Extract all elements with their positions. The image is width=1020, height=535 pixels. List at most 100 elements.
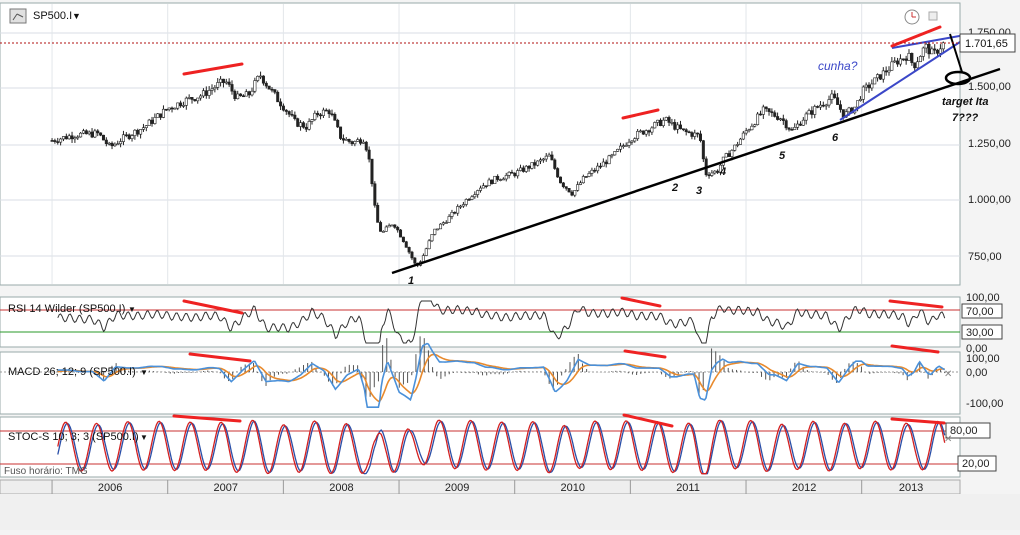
price-bar xyxy=(253,80,257,92)
x-axis: 2006 2007 2008 2009 2010 2011 2012 2013 xyxy=(0,479,961,495)
price-bar xyxy=(439,223,443,230)
price-bar xyxy=(513,172,517,177)
divergence-mark xyxy=(890,344,940,354)
indicator-lines xyxy=(57,300,946,475)
symbol-title[interactable]: SP500.I xyxy=(33,10,72,22)
annotation-label: 7??? xyxy=(952,112,979,124)
price-bar xyxy=(281,105,285,111)
price-bar xyxy=(396,227,400,231)
price-bar xyxy=(821,104,825,107)
price-bar xyxy=(424,248,428,256)
price-bar xyxy=(96,130,100,134)
target-ellipse xyxy=(944,70,972,86)
price-bar xyxy=(139,129,143,135)
price-bar xyxy=(861,86,865,100)
rsi-dropdown-icon[interactable]: ▼ xyxy=(128,305,136,314)
stoch-dropdown-icon[interactable]: ▼ xyxy=(140,433,148,442)
price-bar xyxy=(284,109,288,112)
price-bar xyxy=(167,107,171,110)
maximize-icon[interactable] xyxy=(928,11,938,21)
price-bar xyxy=(873,77,877,85)
price-bar xyxy=(133,129,137,136)
price-bar xyxy=(624,145,628,147)
price-bar xyxy=(159,113,163,118)
price-bar xyxy=(179,102,183,107)
divergence-mark xyxy=(623,349,667,359)
gridlines xyxy=(0,4,960,284)
price-bar xyxy=(73,137,77,140)
instrument-icon[interactable] xyxy=(9,8,27,24)
macd-title[interactable]: MACD 26; 12; 9 (SP500.I) xyxy=(8,366,136,378)
price-bar xyxy=(901,58,905,61)
price-bar xyxy=(53,140,57,142)
price-bar xyxy=(341,138,345,141)
annotation-label: 6 xyxy=(832,132,839,144)
y-tick-label: 0,00 xyxy=(966,367,987,379)
price-bar xyxy=(359,139,363,144)
price-bar xyxy=(104,139,108,145)
price-bar xyxy=(127,134,131,139)
panel-close-icons[interactable]: ✕ ✕ xyxy=(944,369,952,445)
price-bar xyxy=(936,49,940,54)
price-bar xyxy=(516,170,520,177)
price-bar xyxy=(610,154,614,157)
price-bar xyxy=(896,60,900,65)
price-bar xyxy=(270,88,274,91)
price-bar xyxy=(778,118,782,121)
macd-signal-line xyxy=(57,353,945,403)
rsi-title[interactable]: RSI 14 Wilder (SP500.I) xyxy=(8,303,125,315)
price-bar xyxy=(641,130,645,135)
clock-icon[interactable] xyxy=(904,9,920,25)
price-bar xyxy=(530,162,534,169)
price-bar xyxy=(344,139,348,141)
price-bar xyxy=(856,100,860,108)
price-bar xyxy=(204,90,208,96)
price-bar xyxy=(724,153,728,158)
price-bar xyxy=(841,109,845,118)
price-bar xyxy=(738,138,742,145)
price-bar xyxy=(121,134,125,142)
stoch-d-line xyxy=(57,420,946,475)
price-bar xyxy=(276,91,280,103)
price-bar xyxy=(693,132,697,137)
price-bar xyxy=(487,179,491,187)
price-bar xyxy=(236,93,240,100)
price-bar xyxy=(499,179,503,181)
price-bar xyxy=(561,182,565,187)
y-tick-label: 100,00 xyxy=(966,292,1000,304)
macd-dropdown-icon[interactable]: ▼ xyxy=(140,368,148,377)
price-bar xyxy=(887,69,891,73)
stoch-title[interactable]: STOC-S 10; 3; 3 (SP500.I) xyxy=(8,431,139,443)
price-bar xyxy=(941,42,945,50)
price-bar xyxy=(658,119,662,126)
price-bar xyxy=(678,124,682,130)
price-bar xyxy=(430,234,434,242)
x-tick-label: 2006 xyxy=(98,482,122,494)
price-bar xyxy=(907,53,911,61)
symbol-dropdown-icon[interactable]: ▼ xyxy=(72,11,81,21)
price-bar xyxy=(796,123,800,128)
price-bar xyxy=(553,159,557,169)
price-bar xyxy=(813,106,817,115)
price-bar xyxy=(164,108,168,111)
y-tick-label: 750,00 xyxy=(968,251,1002,263)
price-bar xyxy=(316,112,320,116)
stoch-close-icon[interactable]: ✕ xyxy=(944,434,952,445)
price-bar xyxy=(570,191,574,196)
price-bar xyxy=(241,95,245,98)
price-bar xyxy=(601,161,605,167)
price-bar xyxy=(910,53,914,64)
price-bar xyxy=(567,188,571,193)
divergence-mark xyxy=(172,414,242,423)
annotation-label: 3 xyxy=(696,185,702,197)
macd-close-icon[interactable]: ✕ xyxy=(944,369,952,380)
price-bar xyxy=(867,84,871,89)
rsi-panel[interactable] xyxy=(0,296,961,348)
price-panel[interactable] xyxy=(0,2,961,286)
price-bar xyxy=(827,99,831,106)
timezone-label: Fuso horário: TMG xyxy=(4,466,88,477)
price-bar xyxy=(898,58,902,65)
macd-panel[interactable] xyxy=(0,351,961,415)
price-bar xyxy=(681,128,685,131)
price-bar xyxy=(364,141,368,151)
